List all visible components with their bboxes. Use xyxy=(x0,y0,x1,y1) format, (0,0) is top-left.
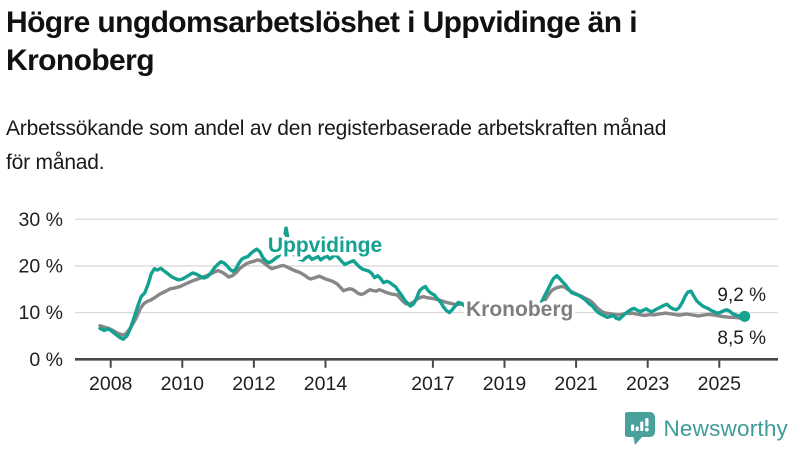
series-label-kronoberg: Kronoberg xyxy=(466,298,573,321)
x-axis-tick-label: 2017 xyxy=(411,373,454,395)
x-axis-tick-label: 2008 xyxy=(89,373,132,395)
y-axis-tick-label: 0 % xyxy=(29,349,63,371)
uppvidinge-line xyxy=(98,226,747,341)
page-title: Högre ungdomsarbetslöshet i Uppvidinge ä… xyxy=(6,4,754,80)
uppvidinge-end-dot xyxy=(739,310,751,322)
x-axis-tick-label: 2021 xyxy=(554,373,597,395)
bar-3 xyxy=(640,421,644,431)
page-title-line2: Kronoberg xyxy=(6,44,155,77)
y-axis-tick-label: 30 % xyxy=(19,209,63,231)
x-axis-tick-label: 2014 xyxy=(304,373,348,395)
chart-subtitle-line2: för månad. xyxy=(6,151,105,174)
newsworthy-logo: Newsworthy xyxy=(625,411,788,447)
end-value-kronoberg: 8,5 % xyxy=(717,328,766,349)
chart-subtitle-line1: Arbetssökande som andel av den registerb… xyxy=(6,117,667,140)
kronoberg-line xyxy=(98,258,747,337)
speech-bubble-shape xyxy=(625,412,656,445)
exclamation-dot xyxy=(645,427,650,432)
x-axis-tick-label: 2023 xyxy=(626,373,669,395)
y-axis-tick-label: 10 % xyxy=(19,302,63,324)
x-axis-tick-label: 2025 xyxy=(698,373,742,395)
newsworthy-speech-bubble-icon xyxy=(625,412,656,445)
exclamation-bar xyxy=(645,418,649,427)
chart-subtitle: Arbetssökande som andel av den registerb… xyxy=(6,112,798,180)
end-value-uppvidinge: 9,2 % xyxy=(717,285,766,306)
page-title-line1: Högre ungdomsarbetslöshet i Uppvidinge ä… xyxy=(6,6,638,39)
bar-1 xyxy=(631,424,635,431)
newsworthy-wordmark: Newsworthy xyxy=(663,416,788,441)
x-axis-tick-label: 2019 xyxy=(483,373,526,395)
bar-2 xyxy=(636,426,640,431)
series-label-uppvidinge: Uppvidinge xyxy=(268,234,382,257)
x-axis-tick-label: 2012 xyxy=(232,373,275,395)
x-axis-tick-label: 2010 xyxy=(161,373,205,395)
y-axis-tick-label: 20 % xyxy=(19,255,63,277)
